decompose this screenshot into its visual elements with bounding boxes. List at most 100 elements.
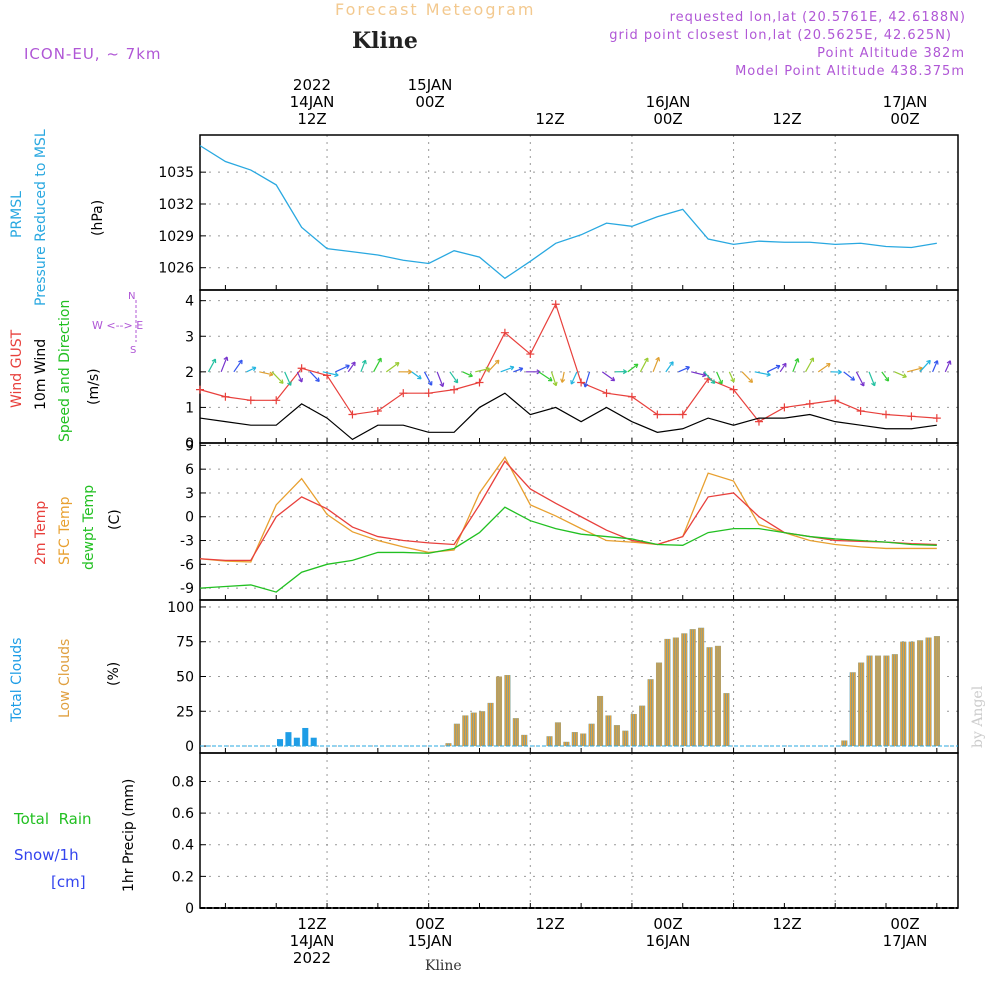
gust-marker bbox=[475, 378, 484, 387]
low-cloud-stripe bbox=[630, 714, 633, 747]
wind-arrow-head bbox=[710, 379, 716, 385]
low-cloud-stripe bbox=[456, 723, 458, 747]
snow-label: Snow/1h bbox=[14, 846, 79, 864]
wind-direction-arrow bbox=[385, 362, 400, 373]
gust-marker bbox=[882, 410, 891, 419]
gust-marker bbox=[450, 385, 459, 394]
low-cloud-stripe bbox=[582, 733, 585, 747]
bottom-time-label: 12Z bbox=[772, 915, 802, 933]
compass-we: W <--> E bbox=[92, 319, 144, 332]
grid-point-coords: grid point closest lon,lat (20.5625E, 42… bbox=[609, 28, 952, 43]
low-cloud-stripe bbox=[466, 715, 469, 747]
wind-direction-arrow bbox=[728, 371, 735, 383]
wind-arrow-head bbox=[407, 369, 413, 375]
wind-direction-arrow bbox=[907, 367, 923, 373]
low-cloud-stripe bbox=[904, 641, 907, 747]
low-cloud-stripe bbox=[710, 647, 713, 747]
low-cloud-stripe bbox=[894, 654, 896, 747]
y-tick-label: 3 bbox=[185, 329, 194, 345]
low-cloud-stripe bbox=[500, 676, 502, 747]
gust-marker bbox=[297, 364, 306, 373]
bottom-time-label: 00Z 17JAN bbox=[882, 915, 928, 950]
wind-arrow-head bbox=[718, 379, 724, 385]
rain-label: Total Rain bbox=[14, 810, 92, 828]
low-cloud-stripe bbox=[555, 722, 557, 747]
low-cloud-stripe bbox=[925, 637, 928, 747]
dewpt-line bbox=[199, 506, 937, 593]
low-cloud-stripe bbox=[609, 715, 612, 747]
wind-direction-arrow bbox=[309, 371, 320, 382]
y-tick-label: 0.6 bbox=[172, 806, 194, 822]
low-cloud-stripe bbox=[607, 715, 610, 747]
low-cloud-stripe bbox=[487, 702, 490, 747]
wind-arrow-head bbox=[860, 381, 865, 387]
y-tick-label: 2 bbox=[185, 365, 194, 381]
wind-arrow-head bbox=[298, 377, 303, 383]
wind-direction-arrow bbox=[233, 359, 243, 373]
y-tick-label: 50 bbox=[176, 670, 194, 686]
wind-arrow-head bbox=[287, 381, 292, 386]
low-cloud-stripe bbox=[675, 637, 677, 747]
low-cloud-stripe bbox=[508, 675, 511, 747]
wind-arrow-head bbox=[809, 357, 815, 362]
wind-arrow-head bbox=[926, 359, 931, 365]
bottom-time-label: 00Z 15JAN bbox=[407, 915, 453, 950]
low-cloud-stripe bbox=[597, 695, 599, 747]
low-cloud-stripe bbox=[693, 629, 696, 747]
wind-direction-arrow bbox=[423, 371, 433, 386]
wind-arrow-head bbox=[655, 356, 661, 362]
low-cloud-stripe bbox=[517, 718, 519, 747]
wind-direction-arrow bbox=[855, 371, 865, 387]
low-cloud-stripe bbox=[685, 633, 688, 747]
wind-direction-arrow bbox=[360, 359, 367, 373]
wind-direction-arrow bbox=[550, 371, 557, 386]
gust-marker bbox=[729, 385, 738, 394]
compass-arrow-icon bbox=[135, 300, 137, 342]
low-cloud-stripe bbox=[841, 740, 844, 747]
wind-arrow-head bbox=[552, 381, 558, 387]
low-cloud-stripe bbox=[626, 730, 629, 747]
wind-direction-arrow bbox=[627, 363, 639, 373]
gust-marker bbox=[831, 396, 840, 405]
wind-direction-arrow bbox=[271, 371, 284, 384]
low-cloud-stripe bbox=[723, 693, 726, 747]
wind-direction-arrow bbox=[652, 357, 660, 373]
wind-direction-arrow bbox=[932, 360, 938, 373]
wind-direction-arrow bbox=[767, 365, 781, 373]
wind-arrow-head bbox=[633, 363, 639, 369]
wind-arrow-head bbox=[782, 362, 787, 368]
low-cloud-stripe bbox=[458, 723, 460, 747]
y-tick-label: 0 bbox=[185, 739, 194, 755]
wind-direction-arrow bbox=[220, 356, 228, 373]
y-tick-label: 0 bbox=[185, 436, 194, 452]
low-cloud-stripe bbox=[546, 736, 549, 747]
low-cloud-stripe bbox=[649, 679, 652, 747]
gust-marker bbox=[627, 392, 636, 401]
low-cloud-stripe bbox=[447, 743, 450, 747]
low-cloud-stripe bbox=[491, 702, 494, 747]
wind-direction-arrow bbox=[741, 371, 753, 383]
model-name: ICON-EU, ~ 7km bbox=[24, 45, 162, 63]
low-cloud-stripe bbox=[691, 629, 694, 747]
low-cloud-stripe bbox=[689, 629, 692, 747]
low-cloud-stripe bbox=[573, 732, 576, 747]
low-cloud-stripe bbox=[900, 641, 903, 747]
low-cloud-stripe bbox=[483, 711, 485, 747]
low-cloud-stripe bbox=[875, 655, 877, 747]
gust-marker bbox=[399, 389, 408, 398]
low-cloud-stripe bbox=[851, 672, 854, 747]
y-tick-label: 100 bbox=[167, 600, 194, 616]
gust-marker bbox=[526, 350, 535, 359]
gust-marker bbox=[907, 412, 916, 421]
wind-direction-arrow bbox=[487, 359, 500, 373]
low-cloud-stripe bbox=[727, 693, 730, 747]
gust-marker bbox=[348, 410, 357, 419]
low-cloud-stripe bbox=[658, 662, 660, 747]
low-cloud-stripe bbox=[588, 723, 591, 747]
wind-arrow-head bbox=[775, 364, 781, 370]
top-time-label: 15JAN 00Z bbox=[407, 76, 453, 111]
low-cloud-stripe bbox=[719, 645, 721, 747]
gust-marker bbox=[805, 399, 814, 408]
total-cloud-bar bbox=[302, 727, 309, 747]
